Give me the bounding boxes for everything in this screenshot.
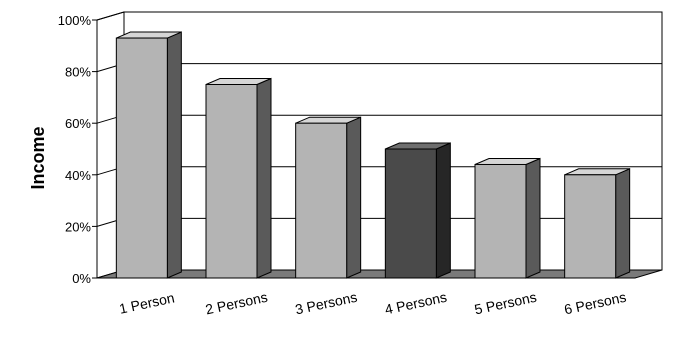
bar-side [436, 143, 450, 278]
y-tick-label: 0% [72, 271, 91, 286]
bar [475, 164, 526, 278]
bar-side [167, 32, 181, 278]
x-category-label: 5 Persons [473, 289, 538, 318]
bar-side [526, 158, 540, 278]
y-tick-label: 100% [58, 13, 92, 28]
y-tick-label: 40% [65, 168, 91, 183]
y-axis-title: Income [28, 126, 48, 189]
bar [385, 149, 436, 278]
bar [296, 123, 347, 278]
bar-side [347, 117, 361, 278]
x-category-label: 2 Persons [204, 289, 269, 318]
bar [206, 85, 257, 279]
plot-area: 0% 20% 40% 60% 80% 100% 1 Person 2 Persons 3 Per… [58, 12, 662, 317]
y-tick-label: 80% [65, 65, 91, 80]
bar [565, 175, 616, 278]
x-category-label: 3 Persons [294, 289, 359, 318]
bar-side [257, 79, 271, 279]
x-category-label: 1 Person [118, 289, 176, 316]
y-tick-label: 60% [65, 116, 91, 131]
x-category-label: 4 Persons [383, 289, 448, 318]
bar-side [616, 169, 630, 278]
y-tick-label: 20% [65, 219, 91, 234]
bar [116, 38, 167, 278]
x-category-label: 6 Persons [563, 289, 628, 318]
